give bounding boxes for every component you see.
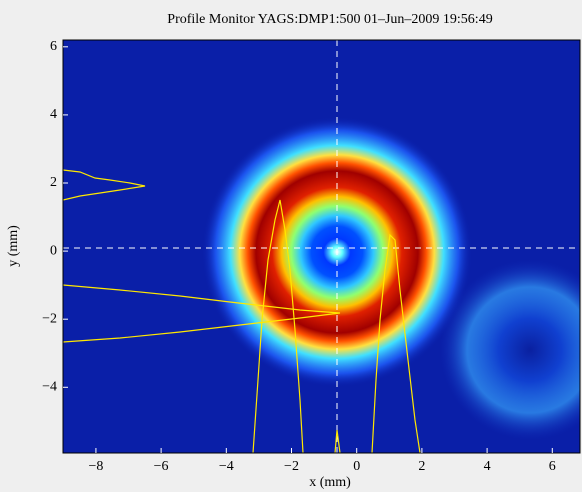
y-axis-label: y (mm) [6, 225, 21, 267]
y-tick-label: −2 [42, 311, 57, 326]
y-tick-label: 2 [50, 175, 57, 190]
x-tick-label: −8 [88, 459, 103, 474]
x-tick-label: 4 [484, 459, 491, 474]
y-tick-label: 4 [50, 107, 57, 122]
y-tick-label: −4 [42, 380, 57, 395]
image [63, 40, 580, 453]
x-axis-label: x (mm) [309, 475, 351, 490]
y-tick-label: 0 [50, 243, 57, 258]
x-tick-label: −4 [219, 459, 234, 474]
x-tick-label: −6 [154, 459, 169, 474]
x-tick-label: 0 [353, 459, 360, 474]
x-tick-label: 6 [549, 459, 556, 474]
x-tick-label: −2 [284, 459, 299, 474]
chart-title: Profile Monitor YAGS:DMP1:500 01–Jun–200… [167, 12, 492, 27]
plot-frame [62, 39, 581, 454]
y-tick-label: 6 [50, 39, 57, 54]
x-tick-label: 2 [418, 459, 425, 474]
